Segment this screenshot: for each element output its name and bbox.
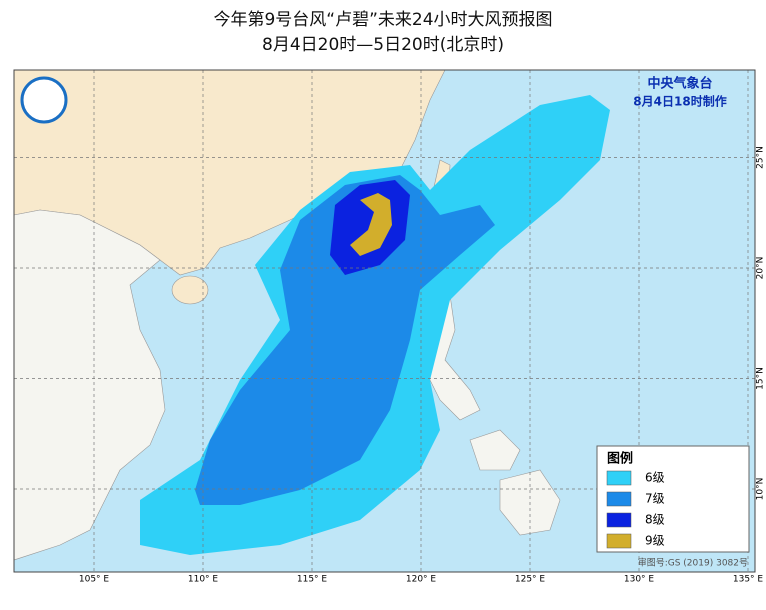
logo — [20, 76, 68, 124]
legend-label: 7级 — [645, 492, 665, 506]
agency: 中央气象台 — [647, 76, 712, 92]
lat-label: 25°N — [756, 146, 766, 169]
lon-label: 110° E — [188, 575, 219, 585]
lon-label: 115° E — [297, 575, 328, 585]
zone-7 — [195, 175, 495, 505]
lon-label: 105° E — [79, 575, 110, 585]
lon-label: 120° E — [406, 575, 437, 585]
frame — [13, 69, 756, 573]
lat-label: 20°N — [756, 257, 766, 280]
legend: 图例 6级 7级 8级 9级 — [596, 445, 750, 553]
lat-label: 15°N — [756, 367, 766, 390]
legend-swatch — [606, 512, 632, 528]
subtitle: 8月4日20时—5日20时(北京时) — [262, 35, 504, 55]
lon-label: 130° E — [624, 575, 655, 585]
zone-9 — [350, 193, 392, 256]
indochina-land — [14, 209, 166, 561]
philippines — [419, 109, 606, 536]
title: 今年第9号台风“卢碧”未来24小时大风预报图 — [213, 10, 552, 30]
legend-label: 8级 — [645, 513, 665, 527]
issued: 8月4日18时制作 — [633, 94, 726, 109]
legend-swatch — [606, 470, 632, 486]
lat-label: 10°N — [756, 478, 766, 501]
legend-label: 9级 — [645, 534, 665, 548]
hainan — [171, 275, 209, 305]
map-body — [14, 70, 755, 572]
legend-swatch — [606, 533, 632, 549]
lon-label: 125° E — [515, 575, 546, 585]
lon-label: 135° E — [733, 575, 764, 585]
legend-label: 6级 — [645, 471, 665, 485]
review-number: 审图号:GS (2019) 3082号 — [638, 557, 748, 569]
legend-swatch — [606, 491, 632, 507]
legend-title: 图例 — [607, 451, 633, 467]
